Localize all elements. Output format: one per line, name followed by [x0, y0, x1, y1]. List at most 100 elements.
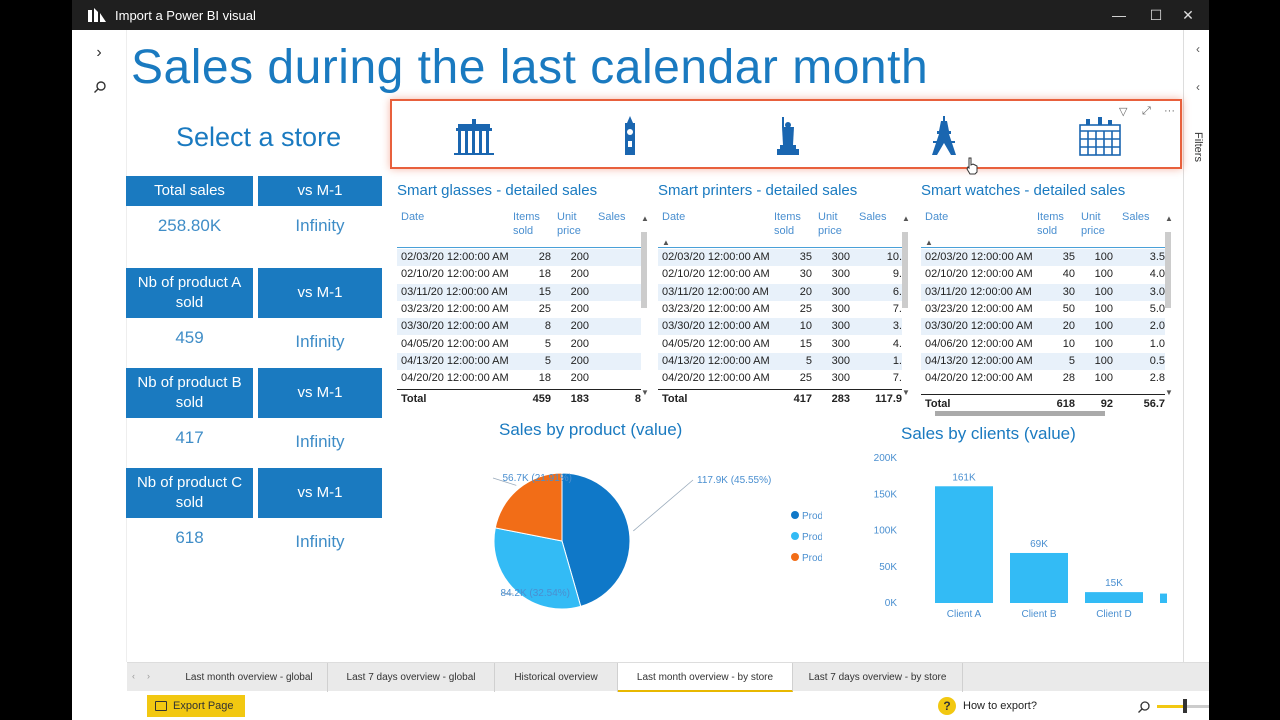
how-to-export-link[interactable]: How to export?: [963, 700, 1037, 712]
vertical-scrollbar[interactable]: [902, 232, 908, 308]
page-tab[interactable]: Last month overview - by store: [618, 663, 793, 692]
zoom-slider[interactable]: [1157, 699, 1209, 713]
tab-next-icon[interactable]: ›: [147, 671, 150, 681]
table-row[interactable]: 02/03/20 12:00:00 AM 35 100 3.5: [921, 249, 1165, 266]
vertical-scrollbar[interactable]: [641, 232, 647, 308]
scroll-down-icon[interactable]: ▼: [902, 388, 910, 397]
col-header-price[interactable]: Unit price: [818, 211, 842, 237]
table-row[interactable]: 03/23/20 12:00:00 AM 50 100 5.0: [921, 301, 1165, 318]
cell-date: 02/10/20 12:00:00 AM: [401, 268, 509, 281]
scroll-up-icon[interactable]: ▲: [1165, 214, 1173, 223]
col-header-date[interactable]: Date: [925, 211, 949, 223]
legend-entry[interactable]: Product B: [802, 511, 822, 522]
filters-pane[interactable]: ‹ ‹ Filters: [1183, 30, 1209, 662]
col-header-sales[interactable]: Sales: [598, 211, 626, 223]
table-row[interactable]: 03/30/20 12:00:00 AM 8 200: [397, 318, 641, 336]
eiffel-tower-icon[interactable]: [920, 115, 968, 157]
filter-icon[interactable]: ▽: [1119, 106, 1128, 118]
scroll-down-icon[interactable]: ▼: [641, 388, 649, 397]
table-row[interactable]: 03/11/20 12:00:00 AM 30 100 3.0: [921, 283, 1165, 301]
more-options-icon[interactable]: ···: [1164, 105, 1175, 117]
scroll-up-icon[interactable]: ▲: [902, 214, 910, 223]
table-row[interactable]: 03/23/20 12:00:00 AM 25 200: [397, 301, 641, 318]
table-row[interactable]: 03/11/20 12:00:00 AM 15 200: [397, 283, 641, 301]
pie-slice[interactable]: [493, 527, 582, 610]
cell-items: 30: [1062, 285, 1075, 298]
table-row[interactable]: 02/03/20 12:00:00 AM 35 300 10.: [658, 249, 902, 266]
bar[interactable]: [1160, 593, 1167, 603]
search-icon[interactable]: [93, 80, 107, 94]
table-row[interactable]: 04/06/20 12:00:00 AM 10 100 1.0: [921, 336, 1165, 353]
zoom-slider-handle[interactable]: [1183, 699, 1187, 713]
col-header-price[interactable]: Unit price: [1081, 211, 1105, 237]
table-row[interactable]: 04/20/20 12:00:00 AM 25 300 7.: [658, 370, 902, 387]
focus-mode-icon[interactable]: ⤢: [1142, 105, 1151, 117]
legend-entry[interactable]: Product C: [802, 553, 822, 564]
scroll-up-icon[interactable]: ▲: [641, 214, 649, 223]
col-header-sales[interactable]: Sales: [859, 211, 887, 223]
chevron-left-icon[interactable]: ‹: [1196, 42, 1200, 56]
header-divider: [658, 247, 902, 248]
export-page-button[interactable]: Export Page: [147, 695, 245, 717]
statue-of-liberty-icon[interactable]: [764, 115, 812, 157]
col-header-items[interactable]: Items sold: [1037, 211, 1064, 237]
help-icon[interactable]: ?: [938, 697, 956, 715]
footer-bar: Export Page ? How to export?: [127, 692, 1209, 720]
table-row[interactable]: 02/10/20 12:00:00 AM 40 100 4.0: [921, 266, 1165, 283]
chevron-right-icon[interactable]: ›: [96, 44, 102, 61]
big-ben-icon[interactable]: [606, 115, 654, 157]
table-row[interactable]: 03/11/20 12:00:00 AM 20 300 6.: [658, 283, 902, 301]
sales-by-product-pie-chart[interactable]: 117.9K (45.55%) 84.2K (32.54%) 56.7K (21.9…: [392, 445, 822, 620]
tab-prev-icon[interactable]: ‹: [132, 671, 135, 681]
zoom-out-icon[interactable]: [1137, 700, 1151, 714]
table-row[interactable]: 02/03/20 12:00:00 AM 28 200: [397, 249, 641, 266]
table-row[interactable]: 02/10/20 12:00:00 AM 30 300 9.: [658, 266, 902, 283]
maximize-button[interactable]: ☐: [1149, 7, 1163, 23]
pie-slice[interactable]: [494, 472, 563, 542]
col-header-date[interactable]: Date: [401, 211, 425, 223]
table-row[interactable]: 04/05/20 12:00:00 AM 5 200: [397, 336, 641, 353]
pie-slice[interactable]: [561, 472, 631, 607]
kpi-compare-label: vs M-1: [258, 268, 382, 318]
table-row[interactable]: 03/30/20 12:00:00 AM 20 100 2.0: [921, 318, 1165, 336]
horizontal-scrollbar[interactable]: [935, 411, 1105, 416]
page-tab[interactable]: Historical overview: [495, 663, 618, 692]
store-slicer[interactable]: ▽ ⤢ ···: [390, 99, 1182, 169]
bar[interactable]: [1085, 592, 1143, 603]
col-header-items[interactable]: Items sold: [774, 211, 801, 237]
kpi-label: Nb of product B sold: [126, 368, 253, 418]
kpi-label: Nb of product C sold: [126, 468, 253, 518]
close-button[interactable]: ✕: [1182, 7, 1194, 23]
col-header-items[interactable]: Items sold: [513, 211, 540, 237]
detail-table[interactable]: Smart watches - detailed sales Date Items …: [921, 182, 1173, 416]
building-icon[interactable]: [1076, 115, 1124, 157]
col-header-sales[interactable]: Sales: [1122, 211, 1150, 223]
filters-label[interactable]: Filters: [1192, 132, 1204, 162]
detail-table[interactable]: Smart printers - detailed sales Date Items…: [658, 182, 910, 407]
col-header-date[interactable]: Date: [662, 211, 686, 223]
scroll-down-icon[interactable]: ▼: [1165, 388, 1173, 397]
legend-entry[interactable]: Product A: [802, 532, 822, 543]
detail-table[interactable]: Smart glasses - detailed sales Date Items …: [397, 182, 649, 407]
table-row[interactable]: 04/05/20 12:00:00 AM 15 300 4.: [658, 336, 902, 353]
table-row[interactable]: 04/20/20 12:00:00 AM 18 200: [397, 370, 641, 387]
table-row[interactable]: 04/13/20 12:00:00 AM 5 300 1.: [658, 352, 902, 370]
minimize-button[interactable]: —: [1112, 7, 1126, 23]
col-header-price[interactable]: Unit price: [557, 211, 581, 237]
table-row[interactable]: 03/30/20 12:00:00 AM 10 300 3.: [658, 318, 902, 336]
sales-by-clients-bar-chart[interactable]: 0K 50K 100K 150K 200K 161K Client A 69K Client B…: [787, 448, 1167, 628]
table-row[interactable]: 03/23/20 12:00:00 AM 25 300 7.: [658, 301, 902, 318]
table-row[interactable]: 02/10/20 12:00:00 AM 18 200: [397, 266, 641, 283]
table-row[interactable]: 04/13/20 12:00:00 AM 5 100 0.5: [921, 352, 1165, 370]
page-tab[interactable]: Last month overview - global: [171, 663, 328, 692]
table-row[interactable]: 04/13/20 12:00:00 AM 5 200: [397, 352, 641, 370]
vertical-scrollbar[interactable]: [1165, 232, 1171, 308]
page-tab[interactable]: Last 7 days overview - global: [328, 663, 495, 692]
page-tab[interactable]: Last 7 days overview - by store: [793, 663, 963, 692]
pie-chart-title: Sales by product (value): [499, 420, 683, 439]
cell-items: 28: [538, 251, 551, 263]
brandenburg-gate-icon[interactable]: [450, 115, 498, 157]
table-row[interactable]: 04/20/20 12:00:00 AM 28 100 2.8: [921, 370, 1165, 387]
bar[interactable]: [935, 486, 993, 603]
bar[interactable]: [1010, 552, 1068, 603]
